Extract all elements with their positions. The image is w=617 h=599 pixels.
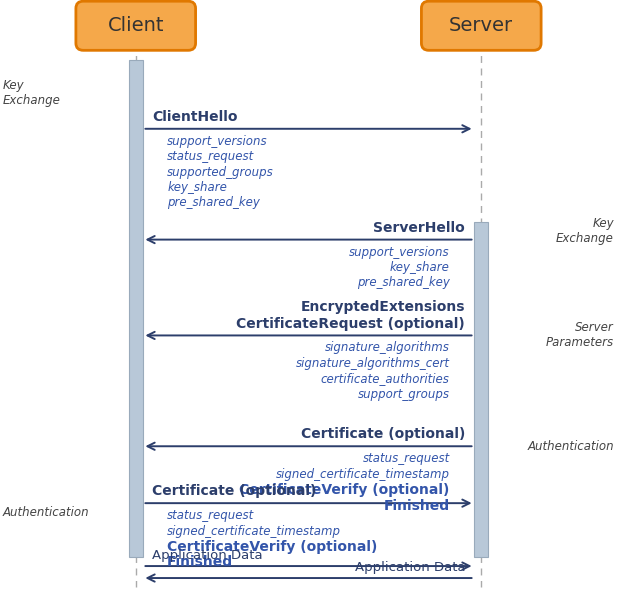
Text: CertificateVerify (optional): CertificateVerify (optional) bbox=[239, 483, 450, 497]
Text: CertificateVerify (optional): CertificateVerify (optional) bbox=[167, 540, 378, 554]
Text: status_request: status_request bbox=[363, 452, 450, 465]
Text: Authentication: Authentication bbox=[528, 440, 614, 453]
Text: pre_shared_key: pre_shared_key bbox=[357, 277, 450, 289]
Text: support_groups: support_groups bbox=[358, 388, 450, 401]
Text: Key
Exchange: Key Exchange bbox=[3, 79, 61, 107]
FancyBboxPatch shape bbox=[76, 1, 196, 50]
Text: Certificate (optional): Certificate (optional) bbox=[152, 485, 316, 498]
Text: Finished: Finished bbox=[384, 498, 450, 513]
Text: support_versions: support_versions bbox=[349, 246, 450, 259]
Text: Client: Client bbox=[107, 16, 164, 35]
Text: signature_algorithms: signature_algorithms bbox=[325, 341, 450, 355]
Text: signature_algorithms_cert: signature_algorithms_cert bbox=[296, 357, 450, 370]
Text: Key
Exchange: Key Exchange bbox=[556, 217, 614, 244]
Text: Certificate (optional): Certificate (optional) bbox=[301, 428, 465, 441]
Text: Finished: Finished bbox=[167, 555, 233, 570]
Text: status_request: status_request bbox=[167, 150, 254, 163]
Text: signed_certificate_timestamp: signed_certificate_timestamp bbox=[276, 468, 450, 480]
Text: key_share: key_share bbox=[167, 181, 227, 194]
Text: pre_shared_key: pre_shared_key bbox=[167, 196, 260, 210]
Text: EncryptedExtensions: EncryptedExtensions bbox=[300, 300, 465, 314]
Text: ClientHello: ClientHello bbox=[152, 110, 238, 124]
Text: Application Data: Application Data bbox=[152, 549, 262, 562]
Text: certificate_authorities: certificate_authorities bbox=[321, 373, 450, 385]
FancyBboxPatch shape bbox=[421, 1, 541, 50]
Text: key_share: key_share bbox=[390, 261, 450, 274]
Text: CertificateRequest (optional): CertificateRequest (optional) bbox=[236, 317, 465, 331]
Text: supported_groups: supported_groups bbox=[167, 166, 274, 179]
Text: Application Data: Application Data bbox=[355, 561, 465, 574]
Text: Server: Server bbox=[449, 16, 513, 35]
Text: status_request: status_request bbox=[167, 509, 254, 522]
FancyBboxPatch shape bbox=[474, 222, 488, 557]
Text: ServerHello: ServerHello bbox=[373, 221, 465, 235]
Text: signed_certificate_timestamp: signed_certificate_timestamp bbox=[167, 525, 341, 537]
Text: Authentication: Authentication bbox=[3, 506, 89, 519]
Text: Server
Parameters: Server Parameters bbox=[546, 322, 614, 349]
FancyBboxPatch shape bbox=[129, 60, 143, 557]
Text: support_versions: support_versions bbox=[167, 135, 268, 148]
